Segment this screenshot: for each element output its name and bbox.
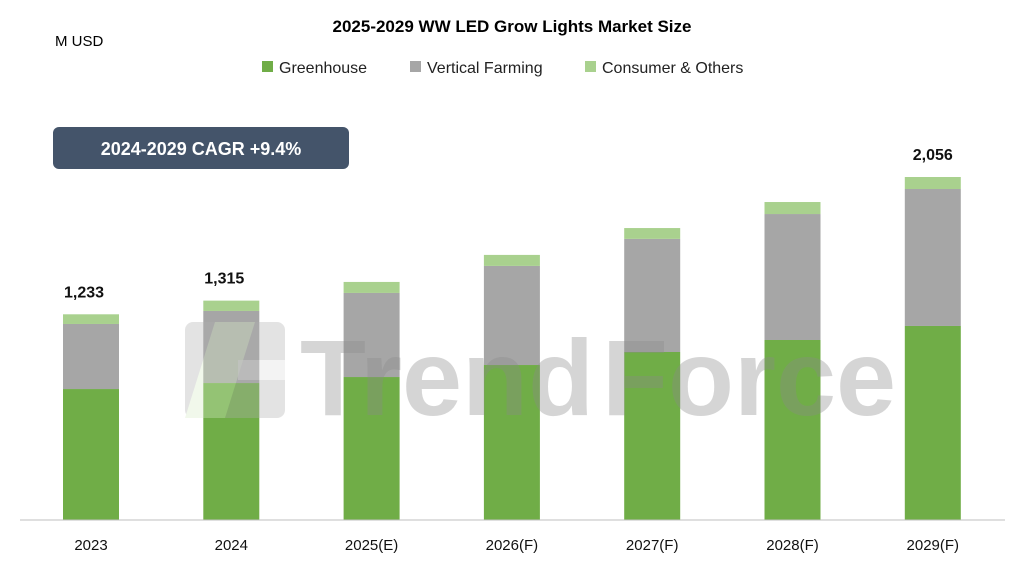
bar-greenhouse — [904, 325, 961, 520]
x-tick-label: 2029(F) — [907, 537, 960, 554]
bar-vertical-farming — [764, 214, 821, 340]
x-tick-label: 2028(F) — [766, 537, 819, 554]
data-label: 1,315 — [204, 271, 244, 288]
data-label: 1,233 — [64, 284, 104, 301]
legend-swatch — [262, 61, 273, 72]
bar-vertical-farming — [203, 310, 260, 384]
legend-label: Greenhouse — [279, 60, 367, 77]
x-axis-ticks: 2023 2024 2025(E) 2026(F) 2027(F) 2028(F) 2029… — [74, 537, 959, 554]
bar-consumer-others — [343, 281, 400, 293]
chart-title: 2025-2029 WW LED Grow Lights Market Size — [333, 17, 692, 36]
cagr-badge: 2024-2029 CAGR +9.4% — [53, 127, 349, 169]
bar-vertical-farming — [63, 323, 119, 390]
bar-consumer-others — [203, 300, 260, 311]
legend-label: Consumer & Others — [602, 60, 743, 77]
svg-text:Force: Force — [602, 317, 896, 438]
bar-consumer-others — [764, 202, 821, 215]
legend-swatch — [410, 61, 421, 72]
x-tick-label: 2027(F) — [626, 537, 679, 554]
bar-consumer-others — [63, 314, 119, 324]
bar-greenhouse — [624, 352, 681, 520]
bar-vertical-farming — [483, 265, 540, 366]
bar-vertical-farming — [343, 292, 400, 378]
watermark-logo: Trend Force — [185, 317, 896, 438]
bar-consumer-others — [624, 228, 681, 239]
bars: 1,233 1,315 2,056 — [63, 147, 961, 520]
svg-text:Trend: Trend — [300, 317, 594, 438]
bar-vertical-farming — [904, 189, 961, 326]
x-tick-label: 2025(E) — [345, 537, 398, 554]
data-label: 2,056 — [913, 147, 953, 164]
bar-greenhouse — [764, 339, 821, 520]
y-axis-unit: M USD — [55, 33, 104, 50]
bar-greenhouse — [63, 389, 119, 520]
x-tick-label: 2023 — [74, 537, 107, 554]
x-tick-label: 2026(F) — [486, 537, 539, 554]
cagr-text: 2024-2029 CAGR +9.4% — [101, 139, 302, 159]
legend-swatch — [585, 61, 596, 72]
legend-label: Vertical Farming — [427, 60, 543, 77]
bar-consumer-others — [483, 254, 540, 266]
legend: Greenhouse Vertical Farming Consumer & Oth… — [262, 60, 743, 77]
bar-greenhouse — [203, 383, 260, 520]
bar-vertical-farming — [624, 238, 681, 353]
bar-consumer-others — [904, 177, 961, 190]
x-tick-label: 2024 — [215, 537, 248, 554]
bar-greenhouse — [343, 377, 400, 520]
bar-greenhouse — [483, 365, 540, 520]
